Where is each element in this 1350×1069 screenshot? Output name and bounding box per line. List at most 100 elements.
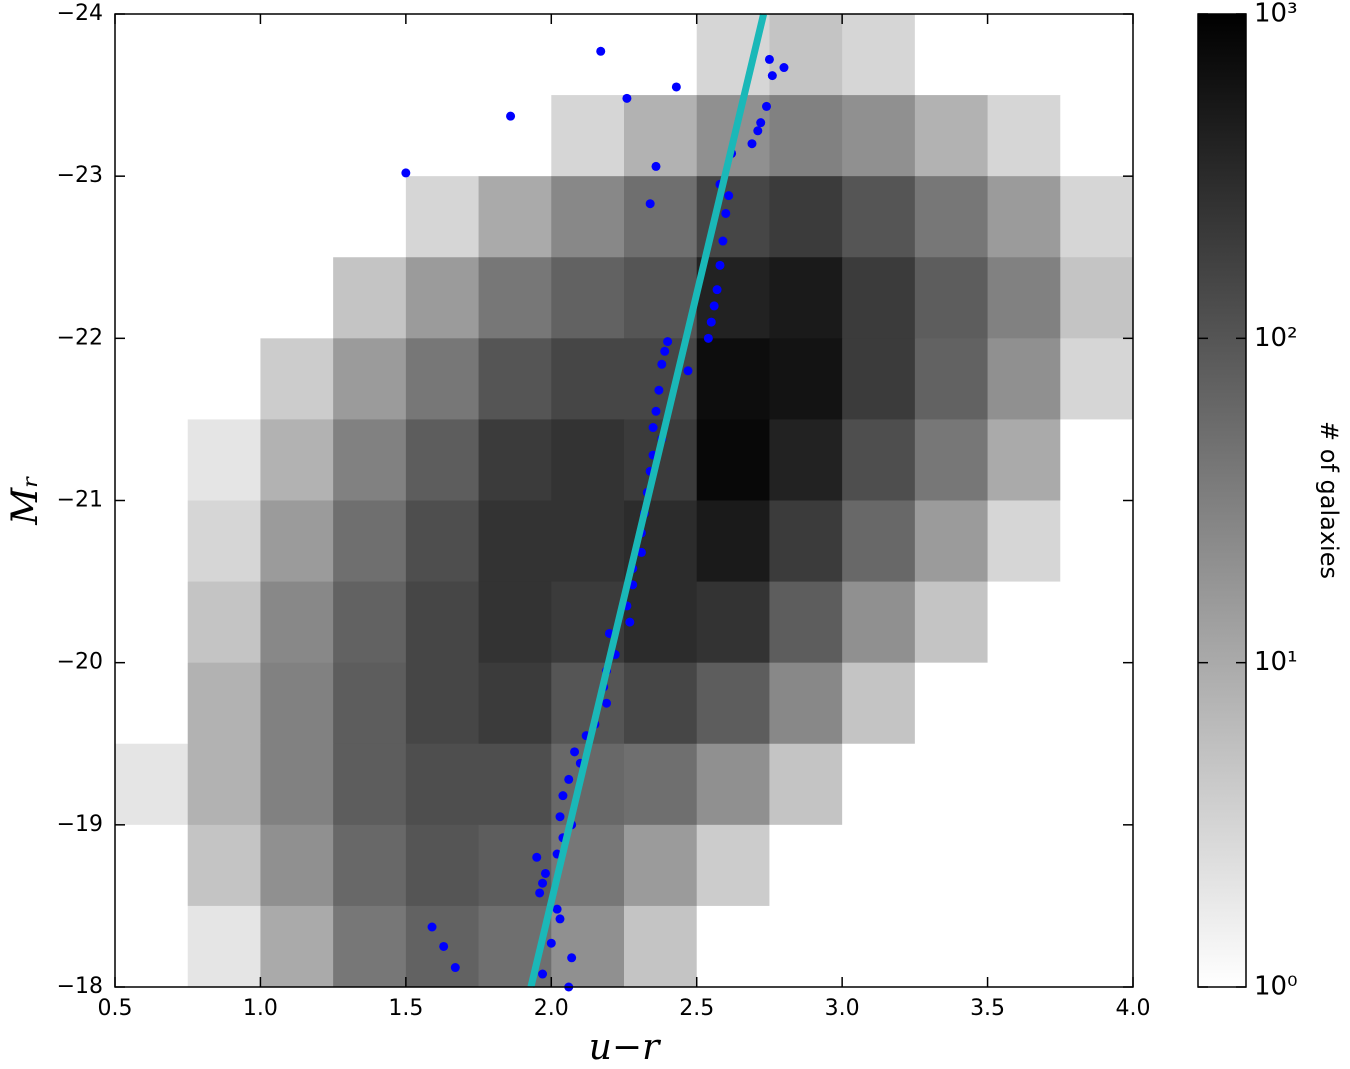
scatter-point [648,423,658,433]
heatmap-cell [478,500,552,583]
heatmap-cell [914,905,989,988]
scatter-point [712,285,722,295]
heatmap-cell [769,500,843,583]
heatmap-cell [769,662,843,745]
heatmap-cell [115,500,189,583]
heatmap-cell [115,581,189,664]
scatter-point [762,101,772,111]
heatmap-cell [405,500,480,583]
heatmap-cell [478,95,552,177]
heatmap-cell [551,95,625,177]
x-tick-label: 3.5 [970,996,1005,1021]
heatmap-cell [115,176,189,258]
scatter-point [721,208,731,218]
heatmap-cell [987,176,1061,258]
heatmap-cell [405,176,480,258]
heatmap-cell [1060,581,1134,664]
heatmap-cell [551,500,625,583]
heatmap-cell [478,176,552,258]
heatmap-cell [260,176,334,258]
x-tick-label: 1.5 [388,996,423,1021]
heatmap-cell [478,338,552,420]
heatmap-cell [696,257,770,339]
heatmap-cell [1060,419,1134,501]
colorbar-tick-label: 10³ [1254,0,1298,29]
y-tick-label: −21 [57,488,103,513]
heatmap-cell [842,662,916,745]
scatter-point [596,46,606,56]
heatmap-cell [405,662,480,745]
heatmap-cell [842,743,916,826]
heatmap-cell [696,743,770,826]
scatter-point [709,301,719,311]
heatmap-cell [624,581,698,664]
heatmap-cell [551,176,625,258]
heatmap-cell [987,257,1061,339]
heatmap-cell [405,419,480,501]
scatter-point [779,63,789,73]
heatmap-cell [115,743,189,826]
heatmap-cell [842,581,916,664]
heatmap-cell [333,500,407,583]
heatmap-cell [914,95,989,177]
heatmap-cell [914,338,989,420]
heatmap-cell [624,824,698,907]
heatmap-cell [115,905,189,988]
heatmap-cell [260,95,334,177]
scatter-point [651,161,661,171]
scatter-point [715,260,725,270]
scatter-point [622,93,632,103]
heatmap-cell [624,95,698,177]
heatmap-cell [115,14,189,96]
heatmap-cell [987,14,1061,96]
heatmap-cell [842,824,916,907]
heatmap-cell [333,743,407,826]
heatmap-cell [987,500,1061,583]
heatmap-cell [769,95,843,177]
heatmap-cell [260,581,334,664]
x-tick-label: 3.0 [825,996,860,1021]
heatmap-cell [769,419,843,501]
y-tick-label: −23 [57,163,103,188]
scatter-point [756,118,766,128]
heatmap-cell [987,95,1061,177]
heatmap-cell [624,257,698,339]
heatmap-cell [333,176,407,258]
colorbar-label: # of galaxies [1315,421,1343,579]
heatmap-cell [333,581,407,664]
scatter-point [645,199,655,209]
x-tick-label: 4.0 [1116,996,1151,1021]
colorbar-tick-label: 10⁰ [1254,972,1298,1002]
scatter-point [555,812,565,822]
x-tick-label: 2.0 [534,996,569,1021]
heatmap-cell [769,176,843,258]
heatmap-cell [624,176,698,258]
heatmap-cell [260,743,334,826]
heatmap-cell [260,500,334,583]
scatter-point [753,126,763,136]
x-tick-label: 0.5 [98,996,133,1021]
heatmap-cell [769,905,843,988]
heatmap-cell [187,338,261,420]
scatter-point [654,385,664,395]
heatmap-cell [115,419,189,501]
heatmap-cell [987,662,1061,745]
heatmap-cell [1060,338,1134,420]
plot-area [115,13,1134,992]
heatmap-cell [260,905,334,988]
scatter-point [636,547,646,557]
scatter-point [538,969,548,979]
heatmap-cell [551,419,625,501]
heatmap-cell [914,581,989,664]
heatmap-cell [914,662,989,745]
scatter-point [555,914,565,924]
heatmap-cell [260,419,334,501]
heatmap-cell [696,824,770,907]
heatmap-cell [914,257,989,339]
heatmap-cell [405,95,480,177]
heatmap-cell [187,419,261,501]
scatter-point [535,888,545,898]
scatter-point [427,922,437,932]
heatmap-cell [987,419,1061,501]
x-tick-label: 1.0 [243,996,278,1021]
